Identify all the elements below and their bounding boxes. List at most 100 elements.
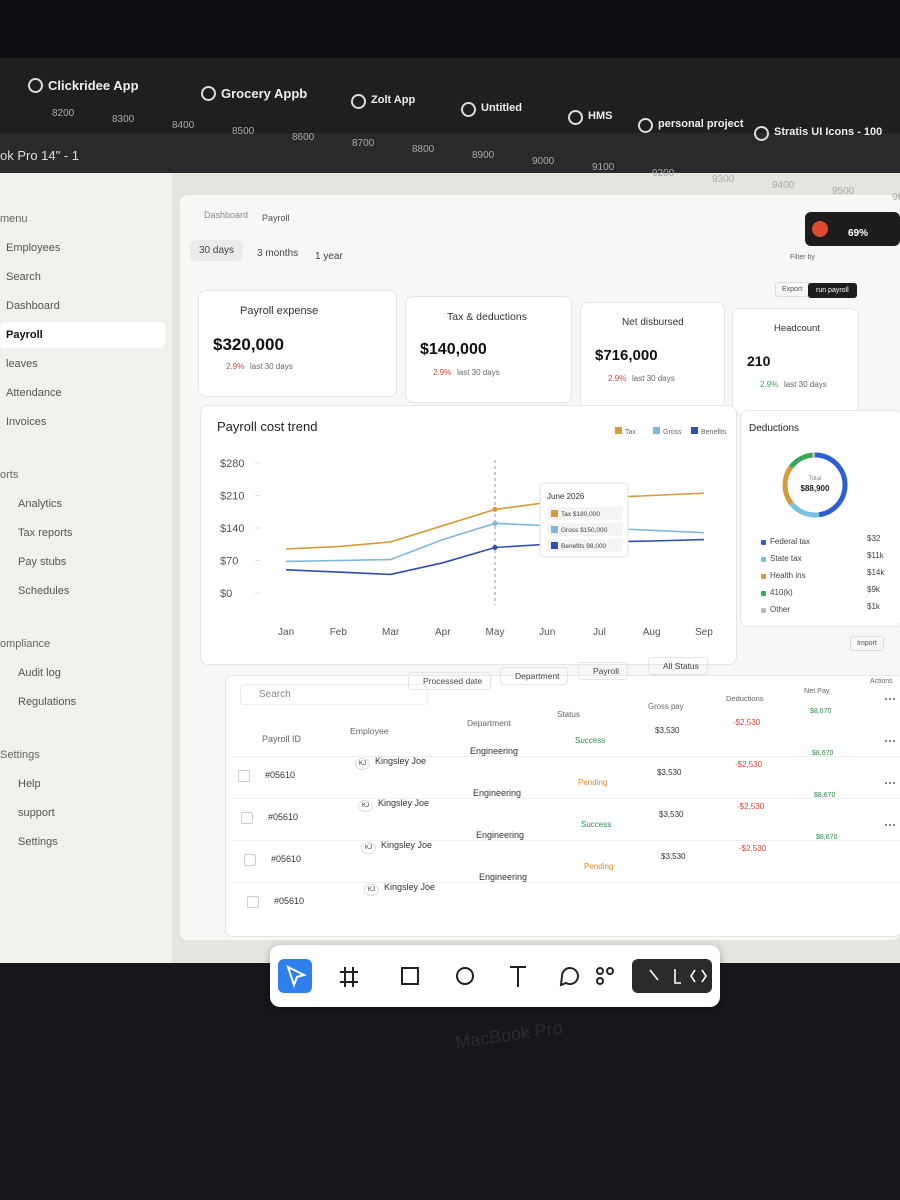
gross-pay: $3,530: [659, 810, 684, 819]
sidebar-item[interactable]: Settings: [18, 836, 58, 848]
department: Engineering: [470, 746, 519, 756]
ruler-number: 9600: [892, 192, 900, 203]
deductions-panel: [740, 410, 900, 627]
employee-name: Kingsley Joe: [381, 840, 433, 850]
ruler-number: 8300: [112, 114, 135, 125]
tooltip-item: Benefits 98,000: [561, 543, 607, 550]
tab-label[interactable]: Grocery Appb: [221, 86, 308, 101]
payroll-id: #05610: [268, 812, 299, 822]
filter-chip[interactable]: All Status: [648, 657, 708, 675]
donut-chart: Total $88,900: [782, 452, 848, 518]
deductions: -$2,530: [739, 844, 767, 853]
row-checkbox[interactable]: [238, 770, 250, 782]
y-tick-label: $70: [220, 556, 238, 568]
period-tab[interactable]: 1 year: [315, 251, 343, 262]
card-note: last 30 days: [250, 362, 293, 371]
search-input[interactable]: Search: [240, 684, 428, 705]
card-note: last 30 days: [784, 380, 827, 389]
table-panel: [225, 675, 900, 937]
export-button[interactable]: Export: [775, 282, 810, 297]
card-label: Net disbursed: [622, 317, 684, 328]
tab-label[interactable]: Zolt App: [371, 94, 416, 106]
sidebar-heading: menu: [0, 213, 28, 225]
card-change: 2.9%: [433, 368, 452, 377]
gross-pay: $3,530: [661, 852, 686, 861]
sidebar-item[interactable]: leaves: [6, 358, 38, 370]
y-tick-label: $280: [220, 458, 244, 470]
deduction-value: $1k: [867, 602, 880, 611]
tab-label[interactable]: personal project: [658, 118, 744, 130]
row-checkbox[interactable]: [241, 812, 253, 824]
card-change: 2.9%: [226, 362, 245, 371]
stat-card: [198, 290, 397, 397]
tooltip-swatch: [551, 526, 558, 533]
card-note: last 30 days: [457, 368, 500, 377]
card-label: Headcount: [774, 323, 820, 334]
sidebar-item[interactable]: Tax reports: [18, 527, 73, 539]
period-tab[interactable]: 3 months: [257, 248, 299, 259]
x-tick-label: Mar: [382, 627, 400, 638]
sidebar-item[interactable]: Invoices: [6, 416, 47, 428]
filter-chip[interactable]: Payroll: [578, 662, 628, 680]
sidebar-item[interactable]: Search: [6, 271, 41, 283]
employee-name: Kingsley Joe: [384, 882, 436, 892]
tab-label[interactable]: Stratis UI Icons - 100: [774, 126, 883, 138]
card-value: $320,000: [213, 335, 284, 354]
legend-swatch: [653, 427, 660, 434]
card-value: 210: [747, 353, 771, 369]
row-actions[interactable]: [885, 782, 895, 787]
sidebar-item[interactable]: Help: [18, 778, 41, 790]
row-checkbox[interactable]: [247, 896, 259, 908]
x-tick-label: Aug: [643, 627, 661, 638]
sidebar-item[interactable]: Analytics: [18, 498, 63, 510]
sidebar-item[interactable]: Employees: [6, 242, 61, 254]
sidebar-item[interactable]: Audit log: [18, 667, 61, 679]
payroll-id: #05610: [265, 770, 296, 780]
filter-chip[interactable]: Processed date: [408, 672, 492, 690]
run-payroll-button[interactable]: run payroll: [808, 283, 857, 298]
ruler-number: 9200: [652, 168, 675, 179]
sidebar-item[interactable]: Dashboard: [6, 300, 60, 312]
x-tick-label: Apr: [435, 627, 451, 638]
legend-dot: [761, 608, 766, 613]
deduction-value: $32: [867, 534, 881, 543]
sidebar-item[interactable]: Pay stubs: [18, 556, 67, 568]
tooltip-chip: [547, 539, 623, 552]
sidebar-item[interactable]: Regulations: [18, 696, 77, 708]
tab-label[interactable]: Clickridee App: [48, 78, 139, 93]
tab-label[interactable]: HMS: [588, 110, 613, 122]
deduction-name: Health ins: [770, 571, 806, 580]
x-tick-label: Jun: [539, 627, 555, 638]
row-checkbox[interactable]: [244, 854, 256, 866]
tab-icon: [638, 118, 653, 133]
deduction-value: $11k: [867, 551, 884, 560]
import-button[interactable]: Import: [850, 636, 884, 651]
filter-button[interactable]: Filter by: [790, 254, 815, 261]
row-actions[interactable]: [885, 824, 895, 829]
net-pay: $8,670: [816, 834, 838, 841]
tab-icon: [461, 102, 476, 117]
row-actions[interactable]: [885, 740, 895, 745]
tab-icon: [201, 86, 216, 101]
tab-label[interactable]: Untitled: [481, 102, 522, 114]
sidebar-item[interactable]: Payroll: [6, 329, 43, 341]
x-tick-label: Feb: [330, 627, 348, 638]
file-title: ok Pro 14" - 1: [0, 148, 80, 163]
legend-label: Gross: [663, 429, 682, 436]
row-actions[interactable]: [885, 698, 895, 703]
sidebar-item[interactable]: support: [18, 807, 55, 819]
hover-point: [492, 506, 498, 512]
move-tool[interactable]: [278, 959, 312, 993]
tooltip-title: June 2026: [547, 492, 585, 501]
period-tab[interactable]: 30 days: [190, 240, 244, 261]
sidebar-heading: ompliance: [0, 638, 51, 650]
ruler-number: 9000: [532, 156, 555, 167]
legend-dot: [761, 591, 766, 596]
ruler-number: 8700: [352, 138, 375, 149]
filter-chip[interactable]: Department: [500, 667, 569, 685]
sidebar-item[interactable]: Attendance: [6, 387, 62, 399]
x-tick-label: Jan: [278, 627, 294, 638]
sidebar-item[interactable]: Schedules: [18, 585, 70, 597]
stat-card: [732, 308, 859, 415]
hover-point: [492, 520, 498, 526]
